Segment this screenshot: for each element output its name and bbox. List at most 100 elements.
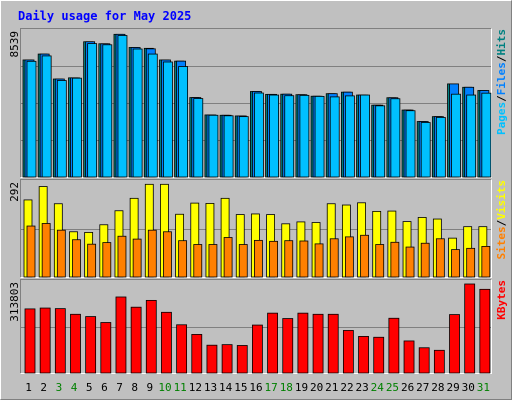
bar-sites <box>254 239 263 278</box>
day-label: 3 <box>56 381 63 394</box>
day-label: 29 <box>446 381 459 394</box>
bar-sites <box>375 244 385 278</box>
bar-pages <box>87 43 98 178</box>
panel-border-top <box>20 179 492 278</box>
y-series-label-part: KBytes <box>495 280 508 320</box>
y-series-label: KBytes <box>495 280 508 320</box>
bar-kbytes <box>39 307 51 374</box>
bar-sites <box>117 235 127 278</box>
bar-pages <box>435 117 446 178</box>
bar-kbytes <box>236 345 248 374</box>
bar-pages <box>329 96 340 178</box>
bar-sites <box>72 239 81 278</box>
y-series-label-separator: / <box>495 95 508 102</box>
y-series-label-part: Files <box>495 62 508 95</box>
bar-sites <box>178 240 188 278</box>
bar-kbytes <box>70 313 81 374</box>
day-label: 25 <box>386 381 399 394</box>
bar-kbytes <box>115 296 127 374</box>
bar-kbytes <box>176 324 188 374</box>
bar-pages <box>26 60 37 178</box>
day-label: 16 <box>249 381 262 394</box>
day-label: 9 <box>147 381 154 394</box>
day-label: 11 <box>174 381 187 394</box>
day-label: 28 <box>431 381 444 394</box>
bar-pages <box>375 105 386 178</box>
bar-pages <box>41 55 52 178</box>
y-series-label-separator: / <box>495 219 508 226</box>
bar-pages <box>344 95 355 178</box>
day-label: 30 <box>462 381 475 394</box>
day-label: 1 <box>25 381 32 394</box>
y-series-label-part: Visits <box>495 180 508 220</box>
bar-sites <box>223 237 233 278</box>
bar-sites <box>466 247 476 278</box>
bar-kbytes <box>85 316 97 374</box>
day-label: 19 <box>295 381 308 394</box>
bar-pages <box>390 98 401 178</box>
bar-sites <box>193 244 203 278</box>
panel-border-bottom <box>20 179 492 278</box>
day-label: 2 <box>40 381 47 394</box>
day-label: 10 <box>158 381 171 394</box>
y-series-label-part: Pages <box>495 102 508 135</box>
panel-border-top <box>20 28 492 178</box>
bar-pages <box>466 94 477 178</box>
y-max-label: 8539 <box>8 31 21 58</box>
day-label: 6 <box>101 381 108 394</box>
bar-pages <box>284 95 295 178</box>
bar-kbytes <box>327 313 339 374</box>
bar-sites <box>41 223 51 278</box>
bar-sites <box>390 241 400 278</box>
bar-kbytes <box>403 340 415 374</box>
bar-kbytes <box>479 288 491 374</box>
day-label: 8 <box>131 381 138 394</box>
bar-kbytes <box>449 314 460 374</box>
bar-sites <box>163 231 172 278</box>
day-label: 23 <box>356 381 369 394</box>
bar-kbytes <box>358 336 369 374</box>
bar-sites <box>435 238 445 278</box>
bar-pages <box>117 35 128 178</box>
bar-kbytes <box>282 318 294 374</box>
bar-sites <box>360 234 369 278</box>
day-label: 21 <box>325 381 338 394</box>
day-label: 7 <box>116 381 123 394</box>
y-series-label-part: Hits <box>495 29 508 56</box>
bar-kbytes <box>342 330 354 374</box>
bar-pages <box>481 92 492 178</box>
bar-kbytes <box>54 308 66 374</box>
bar-pages <box>178 66 189 178</box>
bar-pages <box>360 94 370 178</box>
panel-border-top <box>20 279 492 374</box>
bar-pages <box>102 44 113 178</box>
bar-kbytes <box>24 308 36 374</box>
bar-kbytes <box>297 312 309 374</box>
day-label: 26 <box>401 381 414 394</box>
bar-kbytes <box>418 347 430 374</box>
bar-sites <box>87 243 97 278</box>
day-label: 18 <box>280 381 293 394</box>
bar-pages <box>147 53 158 178</box>
panel-border-bottom <box>20 28 492 178</box>
day-label: 20 <box>310 381 323 394</box>
bar-sites <box>102 242 112 278</box>
bar-pages <box>314 95 325 178</box>
y-max-label: 313803 <box>8 282 21 322</box>
bar-pages <box>420 122 431 178</box>
bar-sites <box>451 249 460 278</box>
day-label: 24 <box>371 381 385 394</box>
bar-sites <box>420 242 430 278</box>
chart-title: Daily usage for May 2025 <box>18 9 191 23</box>
bar-sites <box>405 246 415 278</box>
bar-pages <box>72 77 82 178</box>
bar-pages <box>223 115 234 178</box>
bar-pages <box>193 98 204 178</box>
day-label: 15 <box>234 381 247 394</box>
bar-sites <box>481 246 491 278</box>
bar-pages <box>405 110 416 178</box>
panel-border-bottom <box>20 279 492 374</box>
y-max-label: 292 <box>8 182 21 202</box>
bar-kbytes <box>252 324 263 374</box>
bar-sites <box>147 229 157 278</box>
